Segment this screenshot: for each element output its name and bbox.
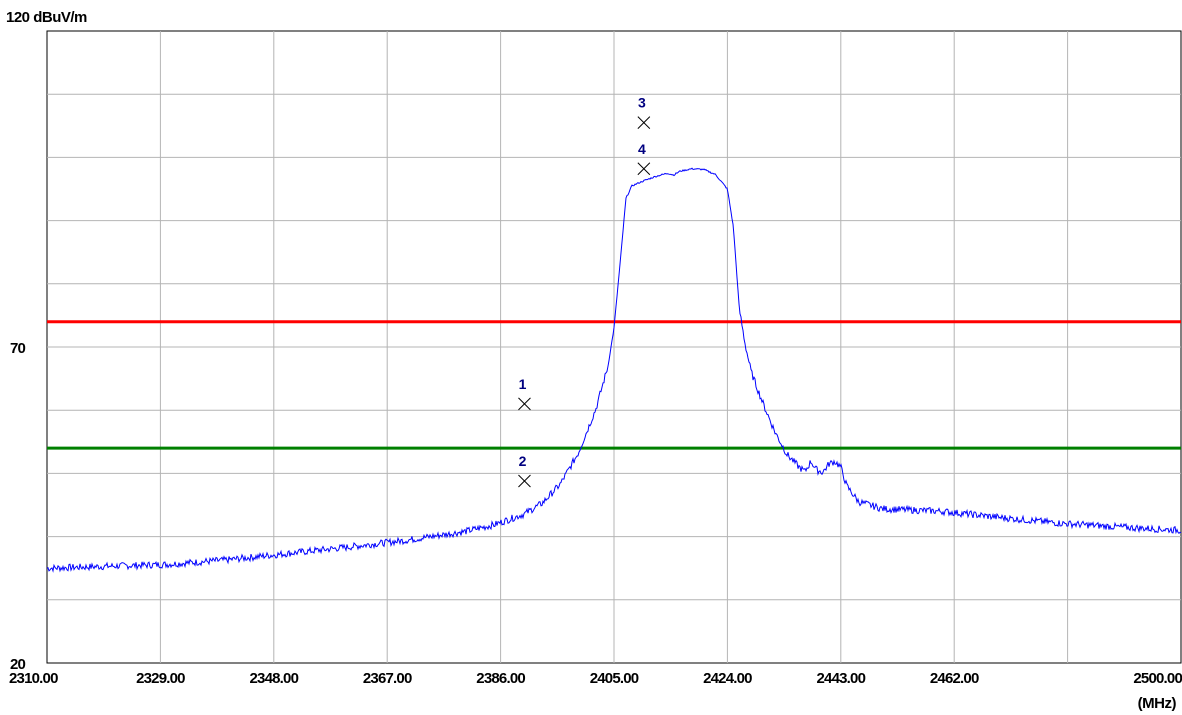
series-layer bbox=[46, 167, 1182, 573]
marker-label: 2 bbox=[519, 453, 527, 469]
marker-label: 4 bbox=[638, 141, 646, 157]
y-tick-label: 70 bbox=[10, 340, 26, 357]
x-unit-label: (MHz) bbox=[1138, 695, 1177, 712]
x-tick-label: 2424.00 bbox=[703, 670, 752, 687]
marker-4: 4 bbox=[637, 141, 651, 176]
limit-lines bbox=[47, 320, 1181, 450]
marker-1: 1 bbox=[518, 376, 531, 411]
markers: 1 2 3 4 bbox=[518, 95, 651, 488]
y-axis-label: 120 dBuV/m bbox=[6, 9, 87, 26]
marker-cross bbox=[637, 162, 651, 176]
x-tick-label: 2348.00 bbox=[249, 670, 298, 687]
tick-labels: 2310.00 2329.00 2348.00 2367.00 2386.00 2405.… bbox=[9, 340, 1182, 687]
x-tick-label: 2386.00 bbox=[476, 670, 525, 687]
x-tick-label: 2462.00 bbox=[930, 670, 979, 687]
y-tick-label: 20 bbox=[10, 656, 26, 673]
x-tick-label: 2310.00 bbox=[9, 670, 58, 687]
x-tick-label: 2329.00 bbox=[136, 670, 185, 687]
marker-label: 3 bbox=[638, 95, 646, 111]
series-line bbox=[46, 167, 1182, 573]
x-tick-label: 2367.00 bbox=[363, 670, 412, 687]
marker-cross bbox=[518, 474, 531, 488]
x-tick-label: 2443.00 bbox=[816, 670, 865, 687]
marker-2: 2 bbox=[518, 453, 531, 488]
marker-cross bbox=[518, 397, 531, 411]
x-tick-label: 2405.00 bbox=[590, 670, 639, 687]
grid bbox=[47, 31, 1181, 663]
marker-label: 1 bbox=[519, 376, 527, 392]
marker-cross bbox=[637, 116, 651, 129]
marker-3: 3 bbox=[637, 95, 651, 129]
x-tick-label: 2500.00 bbox=[1133, 670, 1182, 687]
